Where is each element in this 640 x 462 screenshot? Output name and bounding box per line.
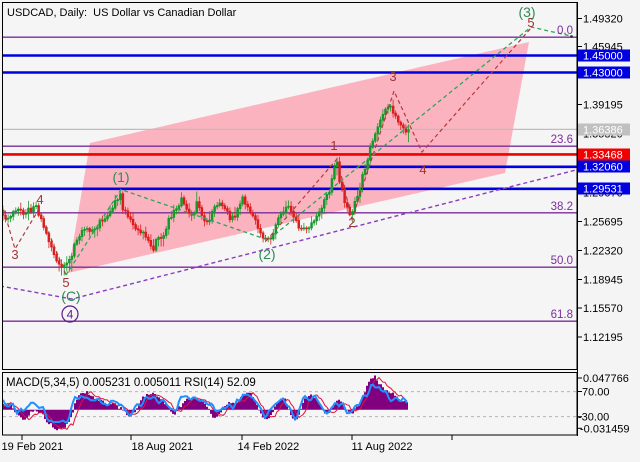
svg-text:0.047766: 0.047766 (583, 373, 629, 385)
svg-text:19 Feb 2021: 19 Feb 2021 (2, 441, 64, 453)
svg-text:MACD(5,34,5) 0.005231 0.005011: MACD(5,34,5) 0.005231 0.005011 RSI(14) 5… (6, 377, 256, 389)
svg-text:2: 2 (348, 215, 355, 230)
svg-text:USDCAD, Daily: US Dollar vs C: USDCAD, Daily: US Dollar vs Canadian Dol… (7, 7, 237, 19)
svg-text:61.8: 61.8 (551, 309, 573, 321)
svg-text:1.33468: 1.33468 (583, 150, 623, 162)
svg-text:50.0: 50.0 (551, 255, 573, 267)
svg-text:1.29531: 1.29531 (583, 184, 623, 196)
svg-text:(1): (1) (112, 169, 129, 185)
svg-text:70.00: 70.00 (582, 387, 610, 399)
svg-text:5: 5 (62, 275, 69, 290)
svg-text:-0.031459: -0.031459 (580, 423, 630, 435)
svg-text:4: 4 (67, 308, 74, 322)
svg-text:18 Aug 2021: 18 Aug 2021 (132, 441, 194, 453)
svg-text:23.6: 23.6 (551, 134, 573, 146)
svg-text:3: 3 (11, 247, 18, 262)
svg-text:1.25695: 1.25695 (583, 217, 623, 229)
svg-text:5: 5 (527, 15, 534, 30)
svg-text:1.45000: 1.45000 (583, 51, 623, 63)
svg-text:4: 4 (419, 162, 426, 177)
svg-text:1.18945: 1.18945 (583, 275, 623, 287)
svg-text:11 Aug 2022: 11 Aug 2022 (352, 441, 413, 453)
svg-text:4: 4 (36, 192, 43, 207)
svg-text:1.32060: 1.32060 (583, 162, 623, 174)
svg-text:1.22320: 1.22320 (583, 246, 623, 258)
svg-text:(2): (2) (258, 246, 275, 262)
svg-text:1.12195: 1.12195 (583, 332, 623, 344)
svg-text:3: 3 (389, 69, 396, 84)
svg-text:0.0: 0.0 (557, 25, 573, 37)
svg-text:1.15570: 1.15570 (583, 303, 623, 315)
svg-text:-30.00: -30.00 (578, 412, 609, 424)
svg-text:1.43000: 1.43000 (583, 68, 623, 80)
svg-text:1.36386: 1.36386 (583, 125, 623, 137)
svg-text:1.49320: 1.49320 (583, 14, 623, 26)
svg-text:(3): (3) (518, 4, 535, 20)
svg-text:1: 1 (330, 138, 337, 153)
svg-text:14 Feb 2022: 14 Feb 2022 (238, 441, 300, 453)
svg-text:(C): (C) (61, 288, 80, 304)
svg-text:38.2: 38.2 (551, 201, 573, 213)
svg-text:1.39195: 1.39195 (583, 100, 623, 112)
